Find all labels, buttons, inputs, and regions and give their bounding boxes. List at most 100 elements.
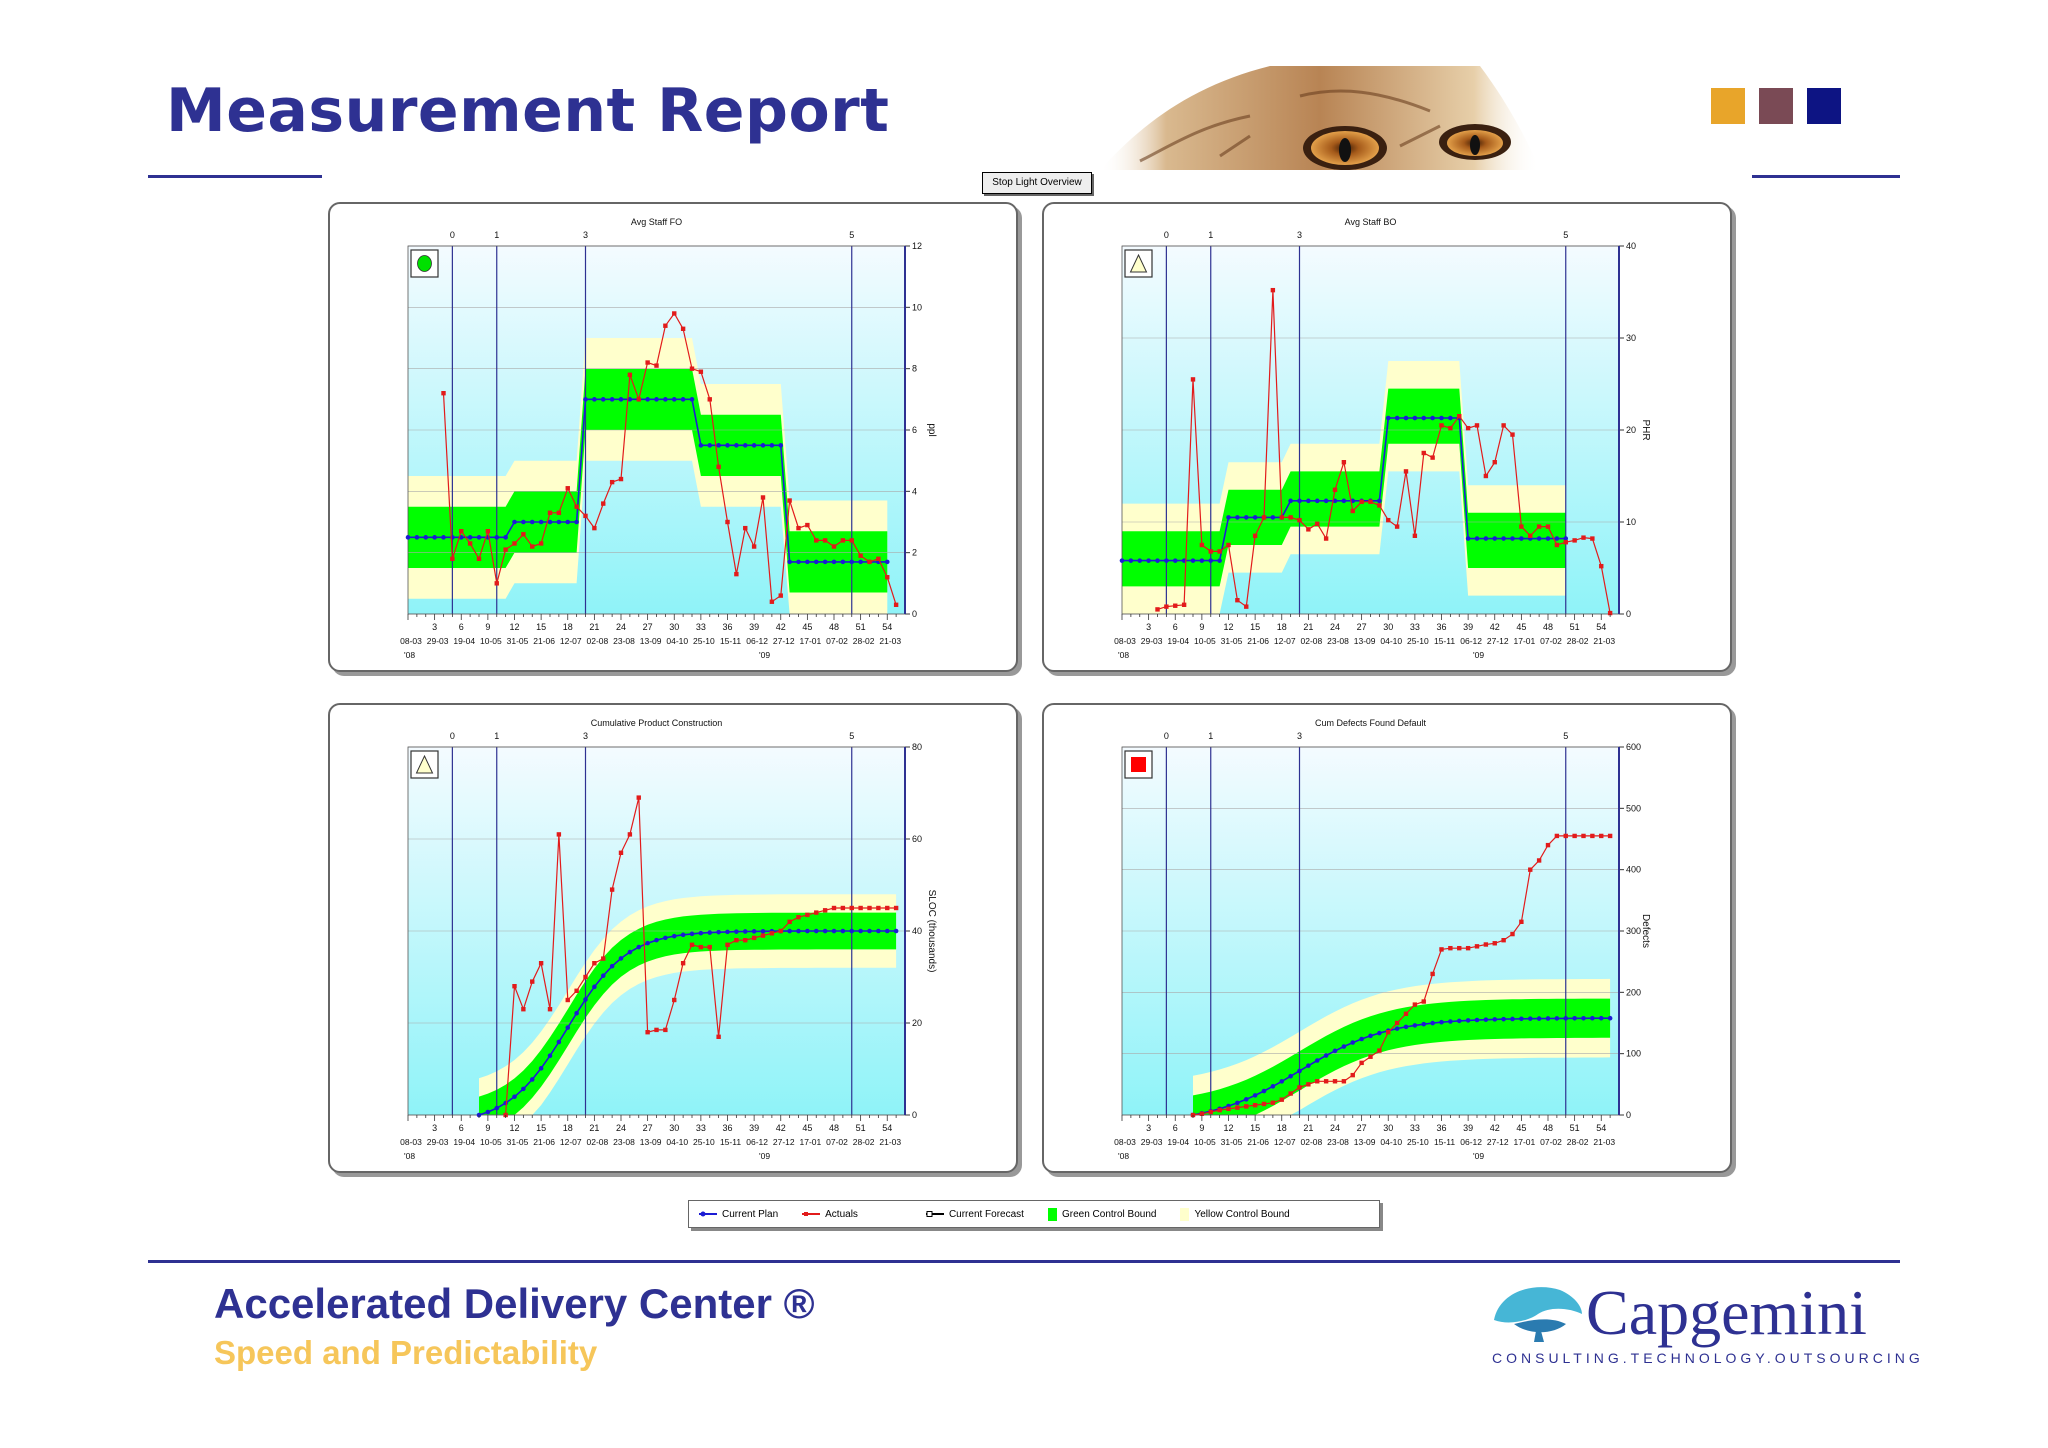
date-label: 21-03 [879, 636, 901, 646]
plan-point [1563, 536, 1569, 541]
y-axis-label: SLOC (thousands) [926, 890, 937, 973]
x-tick-label: 21 [589, 622, 599, 632]
actual-point [1563, 833, 1568, 839]
date-label: 17-01 [800, 1137, 822, 1147]
date-label: 21-06 [1247, 1137, 1269, 1147]
plan-point [796, 928, 801, 934]
x-tick-label: 42 [1490, 622, 1500, 632]
date-label: 15-11 [1434, 636, 1455, 646]
actual-point [867, 905, 872, 911]
footer-rule [148, 1260, 1900, 1263]
plan-point [503, 1100, 508, 1106]
plan-point [707, 930, 713, 935]
actual-point [734, 571, 739, 577]
actual-point [663, 1027, 668, 1033]
x-tick-label: 15 [536, 1123, 546, 1133]
chart-cumulative-product-construction: Cumulative Product Construction020406080… [400, 718, 937, 1161]
legend-label: Current Plan [722, 1208, 779, 1220]
plan-point [1465, 536, 1471, 541]
actual-point [893, 905, 899, 911]
actual-point [680, 961, 686, 966]
actual-point [1572, 538, 1577, 543]
plan-point [467, 535, 473, 540]
actual-point [725, 519, 730, 525]
actual-point [1359, 499, 1364, 504]
legend-item-current-forecast: Current Forecast [925, 1209, 1024, 1220]
actual-point [1492, 941, 1497, 946]
date-label: 15-11 [1434, 1137, 1455, 1147]
actual-point [1217, 549, 1222, 554]
plan-point [796, 559, 801, 565]
actual-point [893, 602, 899, 607]
plan-point [1474, 1017, 1480, 1023]
green-box-icon [1047, 1207, 1057, 1221]
plan-point [1314, 498, 1320, 504]
plan-point [1456, 1018, 1462, 1024]
actual-point [1377, 1048, 1382, 1053]
plan-point [1297, 1068, 1302, 1074]
actual-point [538, 541, 544, 546]
actual-point [680, 326, 686, 331]
actual-point [1590, 833, 1595, 839]
plan-point [1208, 558, 1214, 563]
plan-point [609, 397, 615, 402]
date-label: 29-03 [427, 1137, 449, 1147]
actual-point [530, 544, 535, 549]
plan-point [609, 963, 615, 969]
actual-point [1483, 473, 1489, 479]
actual-point [1368, 499, 1373, 504]
actual-point [1252, 533, 1258, 538]
plan-point [805, 928, 810, 934]
date-label: 13-09 [640, 1137, 662, 1147]
actual-point [1501, 938, 1506, 943]
actual-point [1403, 1011, 1409, 1016]
plan-point [1119, 558, 1125, 563]
yellow-triangle-icon [1129, 253, 1148, 273]
yellow-box-icon [1180, 1207, 1190, 1221]
date-label: 06-12 [1460, 636, 1482, 646]
x-tick-label: 12 [1223, 1123, 1233, 1133]
plan-point [1199, 558, 1205, 563]
date-label: 28-02 [1567, 636, 1589, 646]
date-label: 13-09 [1354, 636, 1376, 646]
date-label: 07-02 [826, 636, 848, 646]
actual-point [805, 522, 810, 528]
black-line-square-icon [925, 1211, 944, 1217]
x-tick-label: 6 [459, 622, 464, 632]
actual-point [476, 556, 482, 561]
plan-point [805, 559, 810, 565]
plan-point [600, 973, 606, 979]
x-tick-label: 15 [1250, 1123, 1260, 1133]
plan-point [529, 1077, 535, 1082]
x-tick-label: 12 [509, 622, 519, 632]
green-circle-icon [417, 255, 432, 272]
stoplight-overview-button[interactable]: Stop Light Overview [982, 172, 1092, 194]
actual-point [609, 479, 615, 485]
y-tick-label: 80 [912, 742, 922, 752]
date-label: 27-12 [1487, 1137, 1509, 1147]
status-icon-box [1124, 249, 1153, 278]
plan-point [1270, 1084, 1276, 1089]
actual-point [778, 928, 783, 934]
plan-point [1314, 1058, 1320, 1063]
actual-point [1421, 999, 1426, 1004]
actual-point [530, 979, 535, 984]
plan-point [1483, 536, 1489, 541]
actual-point [805, 912, 810, 918]
plan-point [1536, 536, 1542, 541]
y-tick-label: 400 [1626, 865, 1641, 875]
date-label: 21-03 [879, 1137, 901, 1147]
plan-point [760, 443, 766, 448]
x-tick-label: 42 [1490, 1123, 1500, 1133]
cat-eye-banner [1100, 66, 1540, 170]
date-label: 25-10 [693, 1137, 715, 1147]
x-tick-label: 3 [1146, 622, 1151, 632]
x-tick-label: 9 [1199, 1123, 1204, 1133]
plan-point [1270, 515, 1276, 520]
x-tick-label: 24 [1330, 1123, 1340, 1133]
plan-point [1146, 558, 1151, 563]
plan-point [1545, 1016, 1551, 1021]
actual-point [1439, 947, 1444, 952]
y-tick-label: 0 [1626, 609, 1631, 619]
x-tick-label: 51 [856, 1123, 866, 1133]
